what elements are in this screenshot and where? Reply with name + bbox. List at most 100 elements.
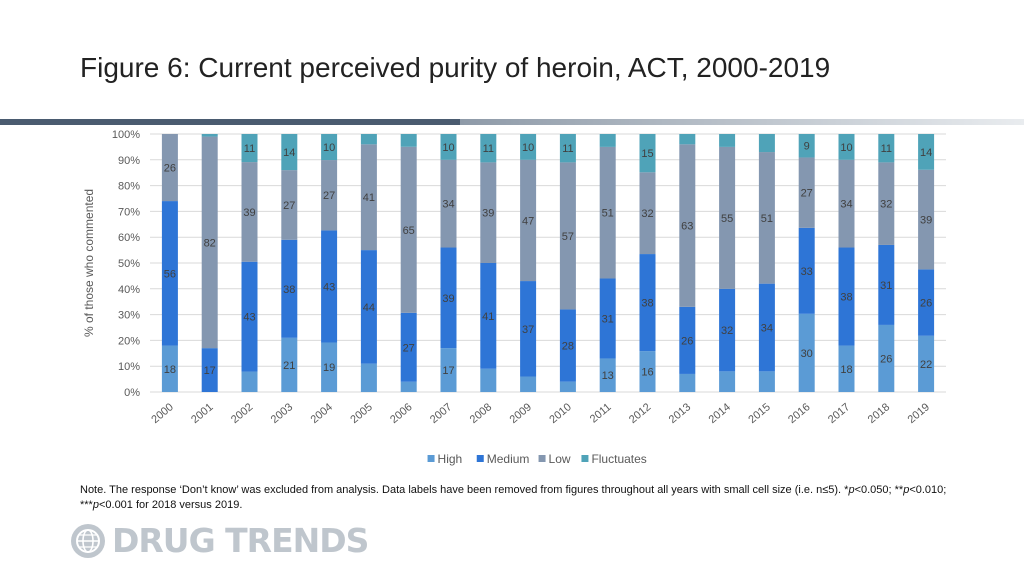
- bar-segment-high: [440, 348, 457, 392]
- bar-segment-fluctuates: [599, 134, 616, 147]
- bar-segment-fluctuates: [241, 134, 258, 163]
- data-label: 18: [164, 364, 176, 376]
- y-tick-label: 10%: [118, 361, 140, 373]
- bar-segment-low: [241, 162, 258, 262]
- data-label: 38: [641, 298, 653, 310]
- data-label: 31: [602, 313, 614, 325]
- bar-segment-medium: [559, 309, 576, 382]
- bar-segment-fluctuates: [559, 134, 576, 163]
- data-label: 39: [482, 208, 494, 220]
- data-label: 13: [602, 370, 614, 382]
- x-tick-label: 2018: [866, 401, 892, 426]
- data-label: 18: [840, 364, 852, 376]
- data-label: 38: [840, 292, 852, 304]
- title-divider-dark: [0, 119, 460, 125]
- data-label: 10: [442, 142, 454, 154]
- x-tick-label: 2004: [309, 401, 335, 426]
- bar-segment-medium: [480, 263, 497, 369]
- data-label: 10: [840, 142, 852, 154]
- bar-segment-high: [559, 381, 576, 392]
- data-label: 16: [641, 367, 653, 379]
- bar-segment-low: [400, 146, 417, 313]
- bar-segment-fluctuates: [440, 134, 457, 160]
- data-label: 32: [721, 325, 733, 337]
- data-label: 22: [920, 359, 932, 371]
- data-label: 57: [562, 231, 574, 243]
- note-p-1: p: [848, 484, 855, 496]
- bar-segment-medium: [161, 201, 178, 346]
- legend-label-high: High: [438, 452, 463, 466]
- bar-segment-high: [480, 368, 497, 392]
- bar-segment-low: [321, 160, 338, 231]
- x-tick-label: 2003: [269, 401, 295, 426]
- bar-segment-high: [918, 335, 935, 392]
- data-label: 28: [562, 341, 574, 353]
- legend-label-medium: Medium: [487, 452, 530, 466]
- data-label: 43: [323, 281, 335, 293]
- data-label: 27: [403, 342, 415, 354]
- bar-segment-low: [440, 159, 457, 248]
- x-tick-label: 2001: [189, 401, 215, 426]
- data-label: 11: [881, 143, 892, 155]
- legend-swatch-fluctuates: [581, 455, 589, 462]
- data-label: 56: [164, 268, 176, 280]
- bar-segment-fluctuates: [838, 134, 855, 160]
- data-label: 43: [243, 312, 255, 324]
- bar-segment-medium: [241, 261, 258, 372]
- y-tick-label: 90%: [118, 155, 140, 167]
- data-label: 47: [522, 215, 534, 227]
- y-tick-label: 30%: [118, 310, 140, 322]
- bar-segment-high: [798, 313, 815, 392]
- data-label: 26: [164, 163, 176, 175]
- bar-segment-fluctuates: [201, 134, 218, 137]
- bar-segment-low: [758, 152, 775, 284]
- title-divider: [0, 119, 1024, 125]
- data-label: 41: [363, 192, 375, 204]
- bar-segment-medium: [878, 244, 895, 325]
- bar-segment-fluctuates: [918, 134, 935, 170]
- bar-segment-low: [798, 157, 815, 228]
- page-title: Figure 6: Current perceived purity of he…: [80, 52, 831, 83]
- bar-segment-high: [599, 358, 616, 392]
- data-label: 37: [522, 324, 534, 336]
- bar-segment-medium: [440, 247, 457, 349]
- legend-swatch-low: [538, 455, 546, 462]
- data-label: 10: [323, 142, 335, 154]
- data-label: 17: [442, 365, 454, 377]
- bar-segment-high: [679, 373, 696, 392]
- data-label: 38: [283, 284, 295, 296]
- data-label: 19: [323, 362, 335, 374]
- x-tick-label: 2008: [468, 401, 494, 426]
- y-axis-title: % of those who commented: [82, 189, 96, 337]
- x-tick-label: 2007: [428, 401, 454, 426]
- bar-segment-fluctuates: [798, 134, 815, 158]
- legend-label-low: Low: [549, 452, 571, 466]
- y-tick-label: 80%: [118, 181, 140, 193]
- x-tick-label: 2013: [667, 401, 693, 426]
- legend-swatch-medium: [476, 455, 484, 462]
- bar-segment-medium: [201, 348, 218, 392]
- y-tick-label: 20%: [118, 335, 140, 347]
- data-label: 27: [283, 200, 295, 212]
- x-tick-label: 2000: [149, 401, 175, 426]
- data-label: 11: [562, 143, 573, 155]
- y-tick-label: 70%: [118, 206, 140, 218]
- bar-segment-medium: [918, 269, 935, 336]
- bar-segment-high: [520, 376, 537, 392]
- data-label: 33: [801, 266, 813, 278]
- bar-segment-high: [281, 337, 298, 392]
- bar-segment-fluctuates: [639, 134, 656, 173]
- bar-segment-fluctuates: [360, 134, 377, 145]
- bar-segment-high: [400, 381, 417, 392]
- x-tick-label: 2005: [348, 401, 374, 426]
- data-label: 39: [243, 207, 255, 219]
- data-label: 44: [363, 302, 375, 314]
- stacked-bar-chart: 0% 10% 20% 30% 40% 50% 60% 70% 80% 90% 100% % of th…: [82, 129, 946, 466]
- bar-segment-medium: [400, 312, 417, 382]
- bar-segment-low: [201, 136, 218, 349]
- bar-segment-low: [599, 146, 616, 279]
- data-label: 17: [204, 365, 216, 377]
- x-tick-label: 2015: [746, 401, 772, 426]
- legend-label-fluctuates: Fluctuates: [591, 452, 646, 466]
- bar-segment-fluctuates: [758, 134, 775, 153]
